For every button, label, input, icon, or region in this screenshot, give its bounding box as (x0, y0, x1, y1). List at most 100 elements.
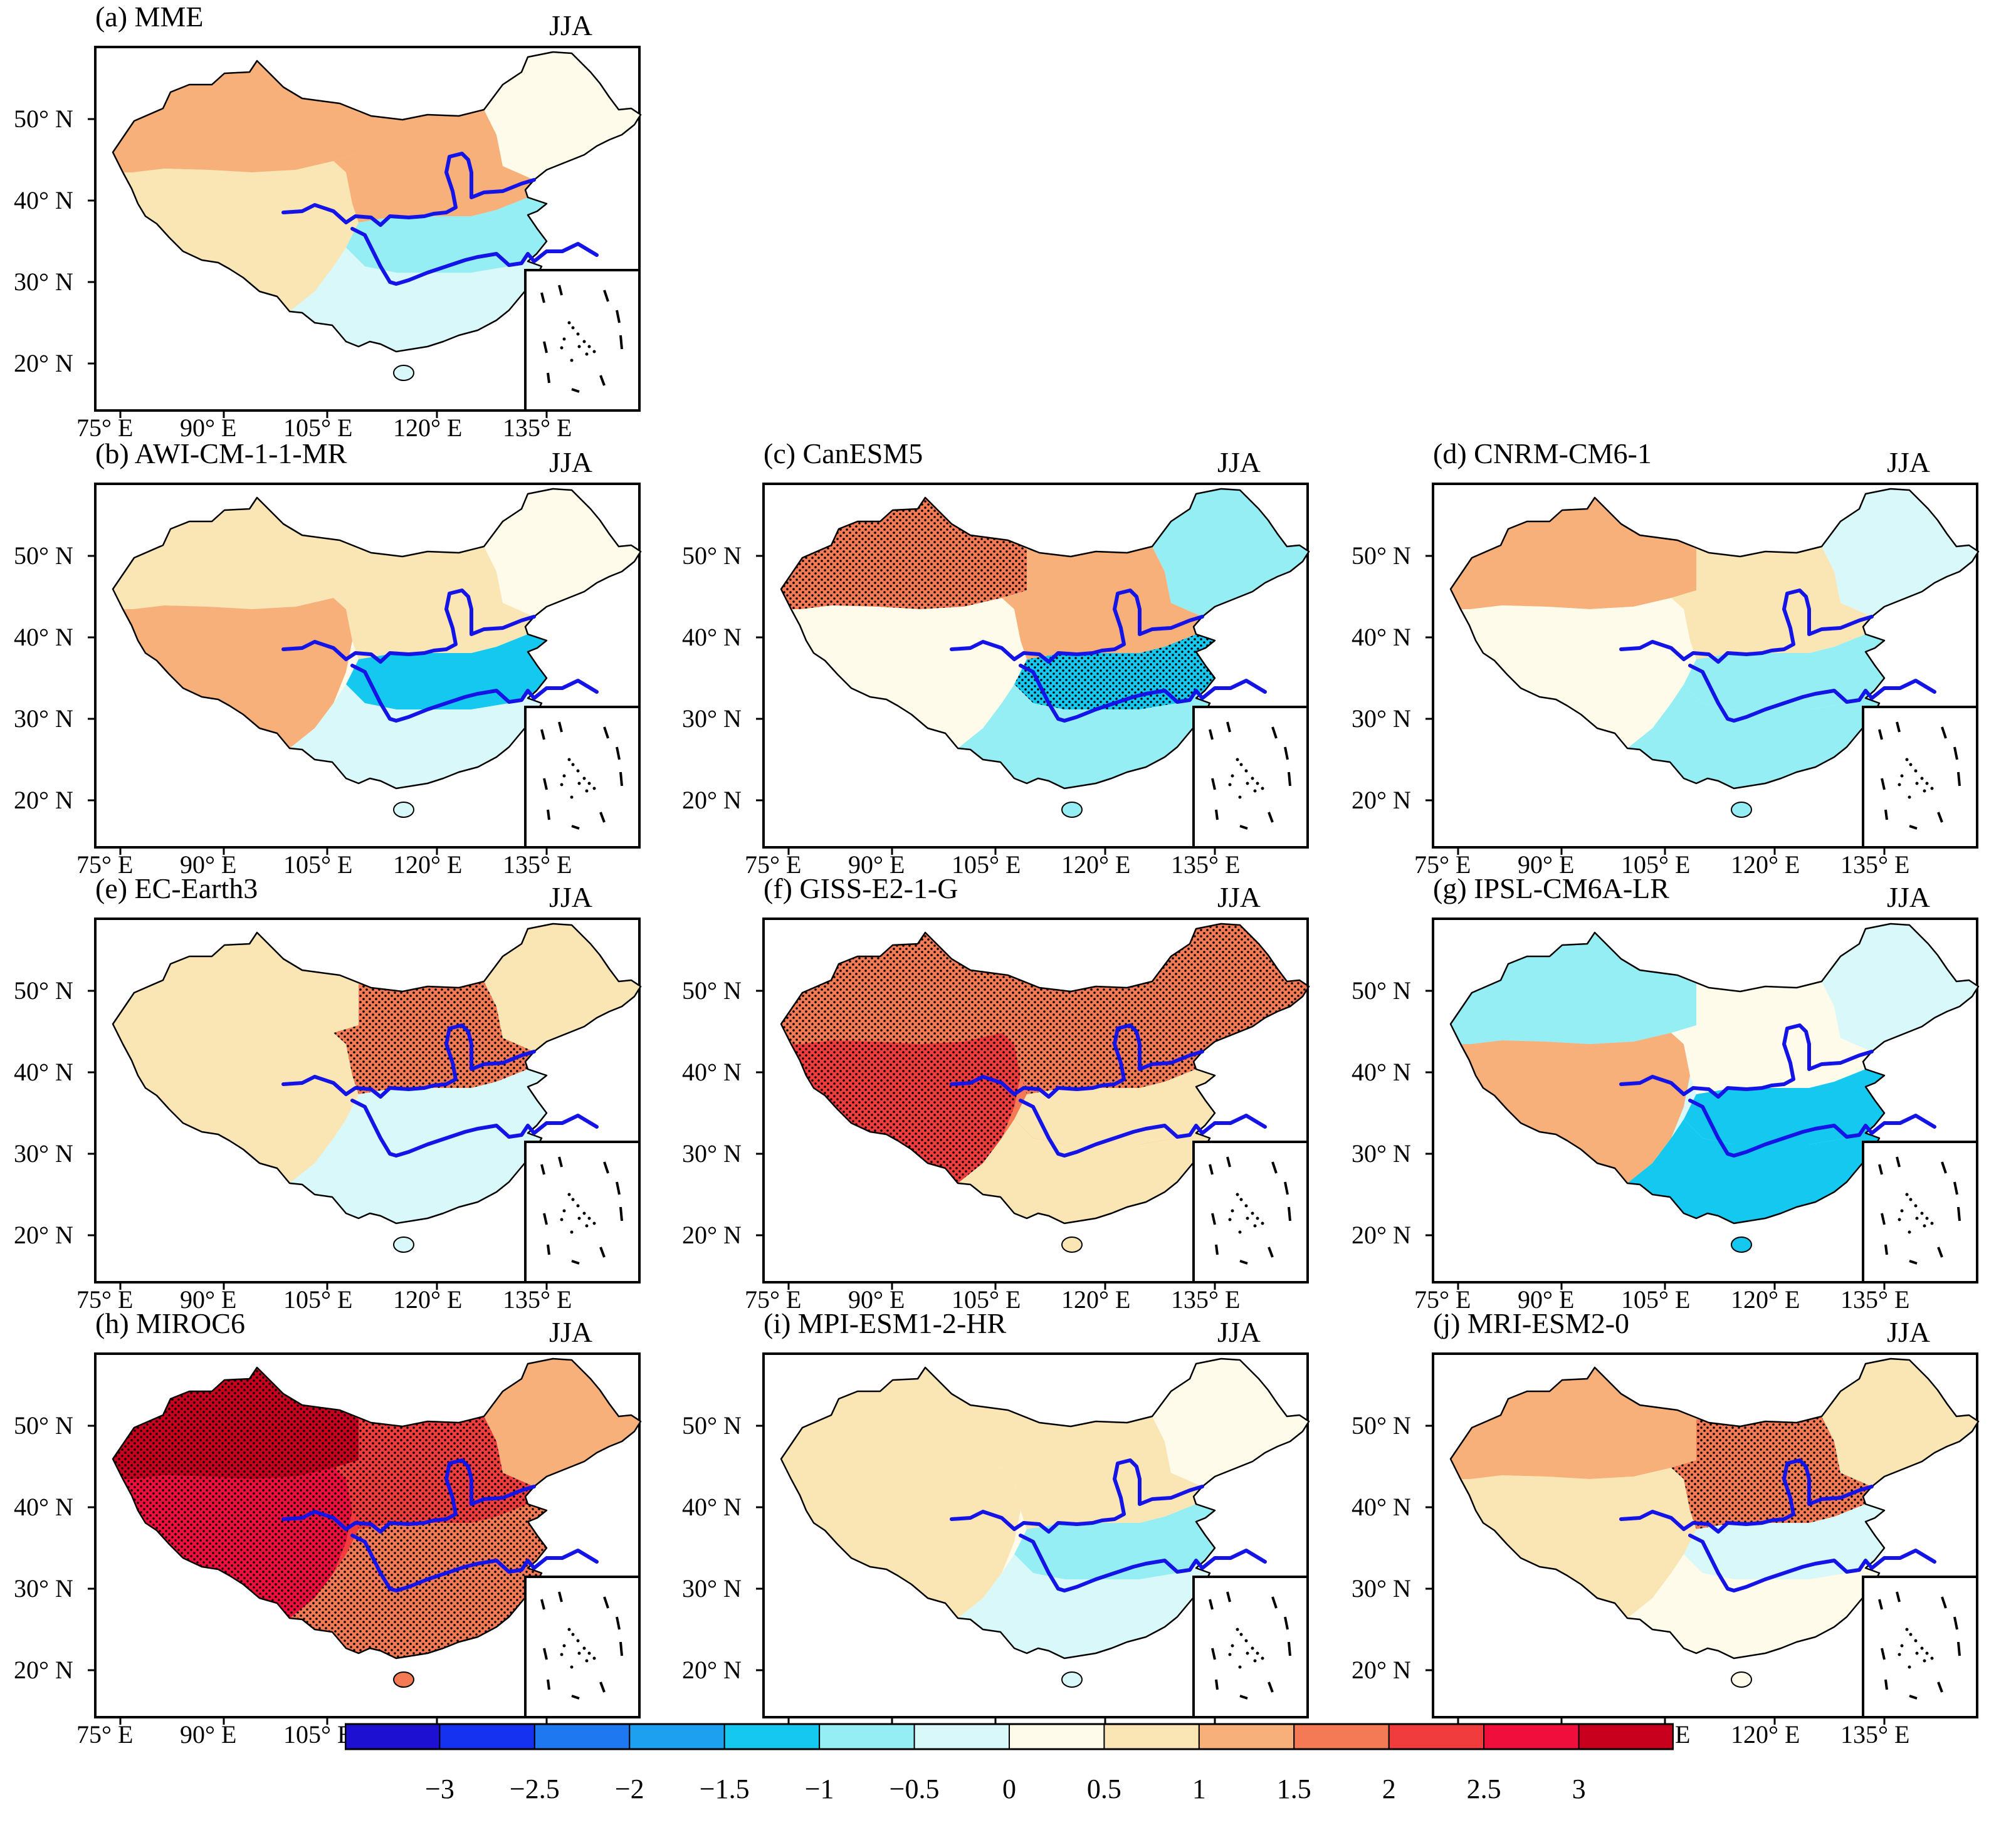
anomaly-region-tibet (1461, 1033, 1690, 1183)
lon-label: 90° E (180, 1285, 237, 1314)
lat-label: 40° N (1352, 1493, 1411, 1521)
yangtze-river (350, 1534, 599, 1592)
anomaly-region-northeast (484, 1359, 641, 1487)
lon-label: 90° E (180, 414, 237, 442)
colorbar-swatch (1009, 1723, 1105, 1750)
anomaly-region-northwest (113, 61, 359, 172)
lat-label: 50° N (1352, 1411, 1411, 1440)
panel-season-label: JJA (549, 1316, 593, 1348)
yangtze-river (1688, 664, 1936, 723)
yellow-river (281, 588, 536, 664)
china-border (112, 51, 642, 353)
lon-label: 135° E (503, 414, 572, 442)
south-china-sea-inset (1862, 706, 1978, 849)
significance-stipple-tibet (123, 1468, 352, 1618)
lon-label: 120° E (393, 850, 463, 879)
panel-title: (e) EC-Earth3 (95, 872, 258, 904)
significance-stipple-northeast (1152, 924, 1309, 1052)
south-china-sea-inset (524, 1576, 641, 1718)
yangtze-river (1688, 1534, 1936, 1592)
lat-label: 30° N (682, 704, 742, 733)
hainan-island (1731, 1671, 1752, 1688)
lat-label: 20° N (1352, 786, 1411, 814)
lat-label: 20° N (682, 1221, 742, 1249)
panel-title: (i) MPI-ESM1-2-HR (764, 1307, 1007, 1339)
map-plot (88, 1352, 642, 1725)
lat-label: 30° N (14, 1139, 73, 1168)
map-panel-g: (g) IPSL-CM6A-LR JJA 50° N 40° N 30° N 20° N 7… (1338, 872, 1980, 1314)
china-border (112, 1357, 642, 1660)
hainan-island (1731, 802, 1752, 818)
anomaly-region-northwest (1451, 933, 1696, 1044)
lat-label: 50° N (14, 105, 73, 133)
hainan-island (393, 365, 414, 381)
significance-stipple-northwest (781, 498, 1027, 609)
panel-title: (g) IPSL-CM6A-LR (1433, 872, 1669, 904)
hainan-island (393, 1237, 414, 1253)
lat-label: 50° N (14, 976, 73, 1005)
map-plot (88, 918, 642, 1290)
map-plot (88, 483, 642, 855)
lat-label: 50° N (14, 1411, 73, 1440)
map-plot (88, 46, 642, 418)
lon-label: 105° E (283, 414, 353, 442)
panel-title: (c) CanESM5 (764, 437, 923, 469)
lon-label: 120° E (1731, 1285, 1800, 1314)
lon-label: 135° E (503, 1285, 572, 1314)
anomaly-region-northwest (1451, 1367, 1696, 1479)
china-border (112, 488, 642, 790)
colorbar-tick-label: 1.5 (1276, 1774, 1311, 1804)
panel-season-label: JJA (549, 9, 593, 41)
lat-label: 40° N (682, 623, 742, 651)
south-china-sea-inset (1192, 1141, 1309, 1284)
colorbar-tick-label: −1.5 (699, 1774, 750, 1804)
south-china-sea-inset (1192, 706, 1309, 849)
lon-label: 120° E (393, 414, 463, 442)
south-china-sea-inset (1862, 1576, 1978, 1718)
panel-season-label: JJA (1887, 446, 1931, 478)
colorbar-swatch (533, 1723, 631, 1750)
colorbar-swatch (723, 1723, 821, 1750)
lon-label: 135° E (1840, 850, 1910, 879)
colorbar-swatch (344, 1723, 441, 1750)
anomaly-region-northwest (1451, 498, 1696, 609)
anomaly-region-south (290, 248, 542, 352)
anomaly-region-south (958, 684, 1210, 788)
yangtze-river (1019, 1534, 1267, 1592)
colorbar-swatch (629, 1723, 725, 1750)
lon-label: 120° E (1061, 850, 1131, 879)
lat-label: 20° N (1352, 1656, 1411, 1684)
lon-label: 75° E (76, 1285, 134, 1314)
anomaly-region-northeast (484, 489, 641, 617)
south-china-sea-inset (524, 706, 641, 849)
china-border (112, 923, 642, 1225)
anomaly-region-northeast (1822, 489, 1978, 617)
anomaly-region-tibet (123, 161, 352, 311)
lon-label: 90° E (180, 1720, 237, 1749)
colorbar-swatch (1483, 1723, 1580, 1750)
lon-label: 75° E (1414, 1285, 1471, 1314)
yellow-river (1619, 1023, 1874, 1099)
lon-label: 105° E (283, 1720, 353, 1749)
map-panel-b: (b) AWI-CM-1-1-MR JJA 50° N 40° N 30° N 20° N… (0, 437, 642, 879)
lat-label: 40° N (14, 1058, 73, 1086)
anomaly-region-northeast (484, 924, 641, 1052)
anomaly-region-tibet (791, 598, 1021, 748)
colorbar-swatch (439, 1723, 535, 1750)
lon-label: 120° E (1731, 1720, 1800, 1749)
yellow-river (950, 588, 1204, 664)
map-panel-a: (a) MME JJA 50° N 40° N 30° N 20° N 75° E 90° E… (0, 0, 642, 442)
anomaly-region-northeast (1822, 1359, 1978, 1487)
lon-label: 75° E (76, 414, 134, 442)
colorbar-swatch (1103, 1723, 1200, 1750)
south-china-sea-inset (524, 269, 641, 412)
anomaly-region-tibet (791, 1468, 1021, 1618)
significance-stipple-tibet (791, 1033, 1021, 1183)
lat-label: 20° N (14, 786, 73, 814)
significance-stipple-northwest (781, 933, 1027, 1044)
anomaly-region-south (958, 1119, 1210, 1223)
panel-season-label: JJA (1887, 1316, 1931, 1348)
south-china-sea-inset (524, 1141, 641, 1284)
lat-label: 30° N (14, 1574, 73, 1603)
china-border (780, 1357, 1310, 1660)
